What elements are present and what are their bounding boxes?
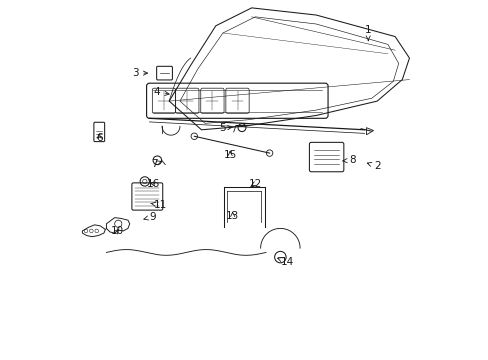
Text: 1: 1: [364, 25, 371, 41]
Text: 13: 13: [225, 211, 239, 221]
Text: 3: 3: [132, 68, 147, 78]
Text: 6: 6: [96, 133, 102, 143]
Text: 8: 8: [342, 155, 355, 165]
Text: 16: 16: [146, 179, 160, 189]
Text: 15: 15: [223, 150, 236, 160]
Text: 12: 12: [248, 179, 262, 189]
Text: 2: 2: [366, 161, 380, 171]
Text: 14: 14: [277, 257, 294, 267]
Text: 5: 5: [219, 123, 232, 133]
Text: 9: 9: [143, 212, 156, 221]
Text: 4: 4: [153, 87, 169, 97]
Text: 7: 7: [151, 159, 161, 169]
Text: 11: 11: [150, 200, 166, 210]
Text: 10: 10: [110, 226, 123, 236]
